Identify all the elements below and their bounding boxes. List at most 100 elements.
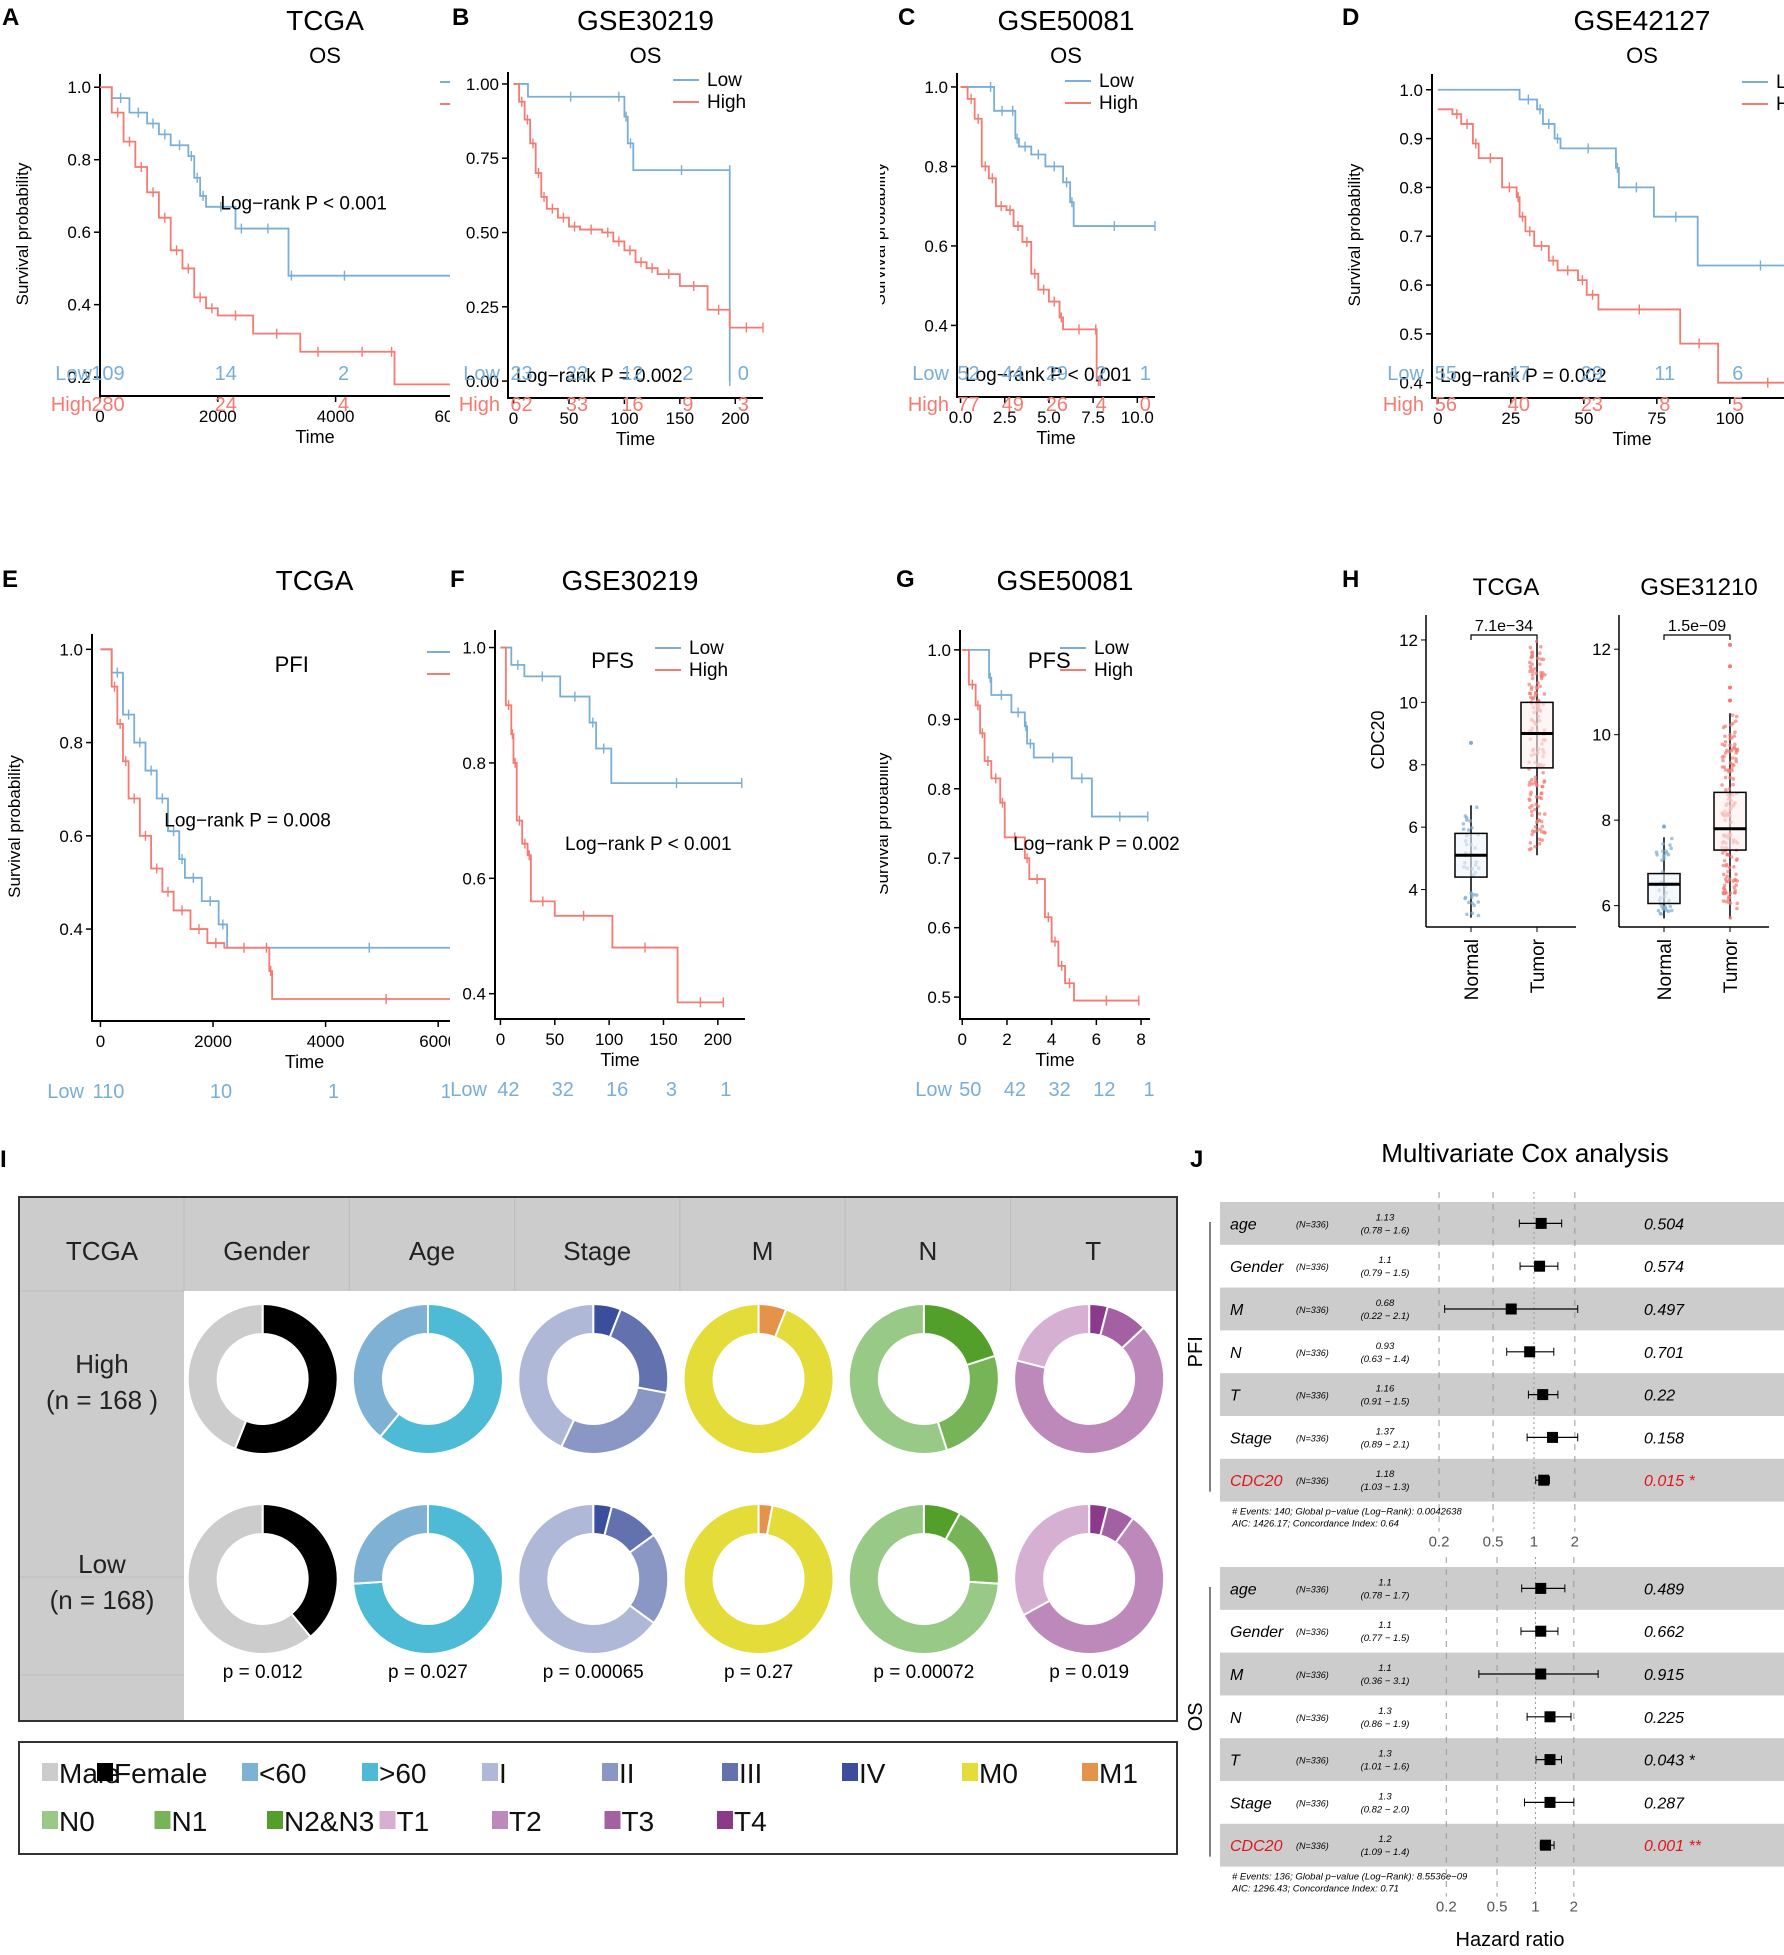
km-curve-low — [513, 83, 731, 382]
data-point — [1530, 676, 1535, 681]
x-tick-label: Normal — [1655, 939, 1676, 1000]
legend-label-low: Low — [689, 638, 724, 659]
x-tick-label: 0 — [509, 409, 518, 428]
legend-swatch — [722, 1763, 738, 1781]
forest-row-band — [1220, 1567, 1784, 1610]
forest-variable: Gender — [1230, 1259, 1284, 1276]
y-tick-label: 0.4 — [67, 296, 91, 315]
panel-letter-c: C — [898, 4, 916, 31]
risk-table-label-low: Low — [55, 363, 92, 385]
forest-ci: (0.79 − 1.5) — [1361, 1268, 1410, 1279]
legend-label: III — [739, 1758, 762, 1789]
data-point — [1537, 837, 1542, 842]
forest-ci: (1.09 − 1.4) — [1361, 1847, 1410, 1858]
forest-n: (N=336) — [1296, 1219, 1329, 1229]
data-point — [1540, 673, 1544, 678]
data-point — [1669, 846, 1673, 851]
data-point — [1735, 879, 1739, 883]
data-point — [1533, 825, 1538, 829]
outlier-point — [1728, 664, 1732, 669]
corner-label: TCGA — [66, 1236, 139, 1266]
data-point — [1530, 832, 1534, 837]
x-tick-label: 0 — [96, 1032, 105, 1051]
y-tick-label: 1.0 — [1399, 81, 1423, 100]
forest-ci: (0.22 − 2.1) — [1361, 1311, 1410, 1322]
y-axis-label: Survival probability — [880, 162, 889, 305]
legend-label-high: High — [1099, 93, 1138, 114]
y-tick-label: 10 — [1592, 726, 1611, 745]
forest-pvalue: 0.225 — [1644, 1710, 1684, 1727]
chart-subtitle: OS — [309, 43, 341, 68]
chart-title: GSE30219 — [577, 5, 714, 36]
y-tick-label: 0.25 — [466, 298, 499, 317]
y-tick-label: 0.6 — [67, 223, 91, 242]
column-header-t: T — [1085, 1236, 1101, 1266]
y-tick-label: 10 — [1399, 693, 1418, 712]
risk-table-value: 44 — [1002, 363, 1024, 385]
data-point — [1527, 847, 1532, 852]
x-axis-label: Time — [1035, 1050, 1074, 1070]
data-point — [1469, 892, 1474, 897]
data-point — [1725, 852, 1730, 857]
risk-table-value: 62 — [510, 394, 532, 416]
forest-variable: N — [1230, 1710, 1242, 1727]
km-curve-low — [960, 86, 1155, 227]
legend-label: Female — [114, 1758, 207, 1789]
x-tick-label: 6 — [1092, 1030, 1101, 1049]
forest-hr: 0.93 — [1376, 1341, 1395, 1352]
risk-table-value: 42 — [1004, 1079, 1026, 1100]
x-tick-label: 0.5 — [1483, 1534, 1504, 1551]
risk-table-value: 2 — [1096, 363, 1107, 385]
forest-point — [1547, 1431, 1559, 1443]
risk-table-value: 110 — [92, 1081, 124, 1100]
forest-hr: 1.1 — [1378, 1620, 1391, 1631]
logrank-annotation: Log−rank P < 0.001 — [565, 834, 732, 855]
data-point — [1464, 818, 1469, 822]
forest-variable: age — [1230, 1216, 1257, 1233]
x-tick-label: 2 — [1571, 1534, 1579, 1551]
data-point — [1538, 827, 1542, 832]
data-point — [1470, 895, 1474, 900]
data-point — [1472, 903, 1476, 908]
forest-point — [1505, 1303, 1517, 1315]
y-tick-label: 0.6 — [924, 237, 948, 256]
forest-variable: Stage — [1230, 1795, 1272, 1812]
data-point — [1530, 650, 1534, 655]
forest-hr: 1.1 — [1378, 1663, 1391, 1674]
donut-slice--60 — [351, 1502, 429, 1585]
legend-swatch — [362, 1763, 378, 1781]
legend-swatch — [267, 1811, 283, 1829]
x-tick-label: 0 — [958, 1030, 967, 1049]
risk-table-value: 6 — [1732, 363, 1743, 385]
pvalue-label: p = 0.027 — [388, 1662, 468, 1683]
data-point — [1529, 667, 1533, 671]
data-point — [1726, 897, 1731, 901]
donut-slice-female — [233, 1302, 339, 1455]
data-point — [1734, 759, 1739, 764]
x-tick-label: Tumor — [1528, 938, 1549, 993]
km-plot-e: TCGA PFI 0.4 0.6 0.8 1.0 0 2000 4000 6000 Time Surv… — [5, 565, 517, 1134]
data-point — [1528, 780, 1532, 785]
donut-slice-t2 — [1013, 1326, 1166, 1455]
forest-pvalue: 0.574 — [1644, 1259, 1684, 1276]
data-point — [1735, 906, 1739, 911]
y-tick-label: 6 — [1409, 818, 1418, 837]
x-tick-label: 2 — [1002, 1030, 1011, 1049]
y-tick-label: 1.0 — [927, 641, 951, 660]
y-tick-label: 1.0 — [924, 78, 948, 97]
data-point — [1721, 758, 1725, 763]
x-tick-label: 0.2 — [1436, 1899, 1457, 1916]
data-point — [1721, 863, 1726, 868]
forest-ci: (0.78 − 1.7) — [1361, 1590, 1410, 1601]
forest-pvalue: 0.915 — [1644, 1667, 1684, 1684]
risk-table-value: 1 — [441, 1081, 450, 1100]
panel-letter-j: J — [1190, 1146, 1204, 1173]
y-tick-label: 0.4 — [462, 985, 486, 1004]
legend-label-high: High — [689, 660, 728, 681]
km-plot-f: GSE30219PFS0.40.60.81.0050100150200TimeS… — [408, 565, 745, 1132]
panel-letter-b: B — [452, 4, 470, 31]
x-tick-label: 150 — [649, 1030, 677, 1049]
forest-pvalue: 0.22 — [1644, 1388, 1675, 1405]
x-tick-label: 100 — [1716, 409, 1744, 428]
forest-ci: (0.89 − 2.1) — [1361, 1439, 1410, 1450]
